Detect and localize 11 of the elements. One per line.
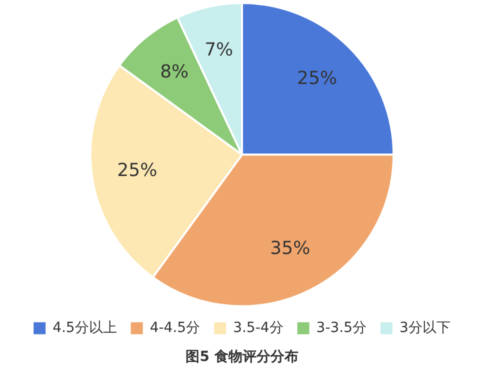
data-label: 8% [160,62,189,83]
data-label: 7% [204,40,234,61]
legend-label: 3分以下 [400,320,450,336]
data-label: 35% [270,238,310,259]
text: 图5 食物评分分布 [186,349,298,366]
data-label: 25% [297,68,338,90]
data-label: 25% [117,160,158,181]
legend-label: 4-4.5分 [150,320,200,336]
legend-label: 3.5-4分 [233,320,284,336]
legend-label: 3-3.5分 [316,320,367,336]
legend-label: 4.5分以上 [52,320,117,336]
